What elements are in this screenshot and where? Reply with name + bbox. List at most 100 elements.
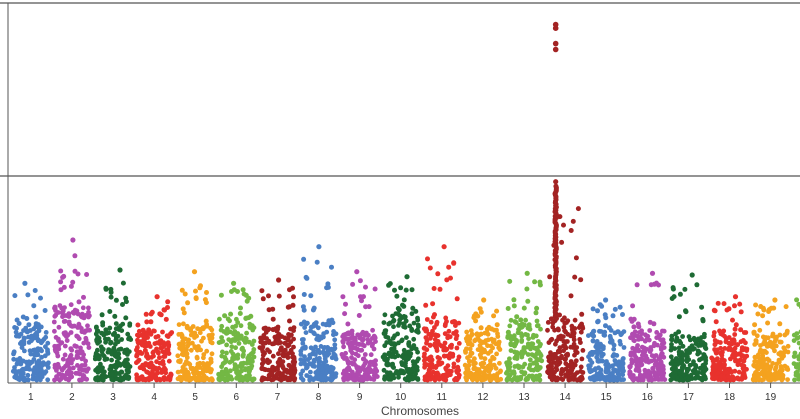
chr17-point: [700, 317, 706, 322]
chr19-point: [753, 302, 759, 308]
chr19-point: [785, 367, 791, 372]
chr2-point: [73, 370, 79, 376]
chr9-point: [350, 335, 356, 341]
chr14-point: [559, 367, 565, 372]
chr8-point: [308, 324, 314, 330]
chr6-point: [228, 368, 233, 374]
chr8-point: [316, 337, 322, 343]
chr20-point: [791, 354, 797, 359]
chr7-point: [278, 347, 283, 353]
chr4-point: [146, 327, 152, 333]
chr14-point: [563, 361, 569, 366]
chr14-point: [562, 356, 568, 362]
chr19-point: [752, 354, 758, 360]
chr9-point: [340, 294, 346, 300]
chr2-point: [70, 237, 76, 243]
chr16-point: [658, 347, 664, 352]
chr3-point: [99, 349, 105, 354]
chr12-point: [471, 366, 477, 372]
chr8-point: [312, 323, 318, 328]
chr19-point: [760, 313, 766, 319]
chr7-point: [290, 285, 295, 291]
chr14-point: [571, 330, 577, 336]
chr4-point: [154, 294, 160, 300]
chr14-point: [578, 364, 584, 370]
chr18-point: [715, 370, 721, 376]
chr14-point: [546, 355, 552, 361]
chr7-point: [286, 351, 291, 356]
chr12-point: [467, 346, 473, 352]
chr1-point: [29, 338, 34, 344]
chr3-point: [100, 377, 106, 383]
chr16-point: [637, 372, 643, 378]
chr6-point: [251, 376, 257, 382]
chr8-point: [312, 331, 317, 337]
chr8-point: [329, 347, 335, 353]
chr17-point: [680, 365, 685, 371]
chr10-point: [390, 313, 395, 319]
chr12-point: [463, 375, 469, 380]
chr17-point: [700, 368, 706, 373]
chr6-point: [222, 313, 228, 319]
chr16-point: [639, 328, 644, 334]
chr6-point: [248, 365, 254, 371]
chr10-point: [402, 355, 407, 361]
chr11-point: [442, 376, 448, 382]
chr2-point: [61, 284, 67, 290]
chr3-point: [112, 313, 118, 319]
chr8-point: [320, 367, 325, 372]
chr10-point: [387, 320, 393, 326]
chr13-point: [519, 321, 525, 327]
chr9-point: [373, 366, 378, 372]
chr2-point: [68, 283, 74, 289]
chr1-point: [12, 293, 18, 299]
chr5-point: [208, 359, 214, 365]
chr4-point: [136, 328, 142, 334]
chr13-point: [518, 331, 524, 336]
chr7-point: [288, 326, 293, 332]
chr2-point: [52, 328, 57, 334]
chr15-point: [602, 329, 608, 335]
chr5-point: [182, 369, 187, 375]
chr11-point: [428, 335, 433, 341]
chr6-point: [231, 331, 236, 337]
chr16-point: [644, 336, 650, 342]
chr16-point: [636, 324, 642, 330]
chr20-point: [792, 377, 797, 383]
chr11-point: [455, 357, 461, 363]
chr6-point: [219, 364, 225, 370]
chr19-point: [751, 375, 757, 380]
chr3-point: [112, 330, 117, 336]
chr13-point: [518, 376, 523, 381]
chr12-point: [480, 340, 486, 345]
chr13-point: [524, 375, 530, 381]
chr2-point: [80, 367, 85, 373]
chr14-point: [565, 351, 570, 357]
chr3-point: [112, 353, 118, 359]
chr14-point: [545, 320, 551, 325]
chr15-point: [595, 319, 601, 325]
chr19-point: [785, 377, 790, 382]
chr3-point: [98, 361, 103, 367]
chr1-point: [22, 348, 27, 354]
chr3-point: [104, 356, 110, 362]
chr4-point: [135, 322, 141, 328]
chr18-point: [726, 347, 731, 352]
chr15-point: [592, 367, 598, 373]
chr19-point: [779, 377, 785, 383]
chr12-point: [485, 343, 490, 349]
chr4-point: [160, 329, 165, 335]
chr10-point: [416, 356, 421, 362]
chr7-point: [261, 376, 267, 382]
chr18-point: [710, 375, 715, 381]
chr6-point: [245, 375, 251, 381]
chr20-point: [791, 361, 797, 366]
chr9-point: [369, 368, 375, 374]
chr16-point: [651, 343, 657, 349]
chr3-point: [108, 289, 114, 295]
chr10-point: [413, 346, 419, 352]
chr2-point: [60, 314, 65, 320]
chr5-point: [201, 355, 206, 361]
chr6-point: [235, 355, 241, 361]
chr6-point: [249, 356, 255, 362]
